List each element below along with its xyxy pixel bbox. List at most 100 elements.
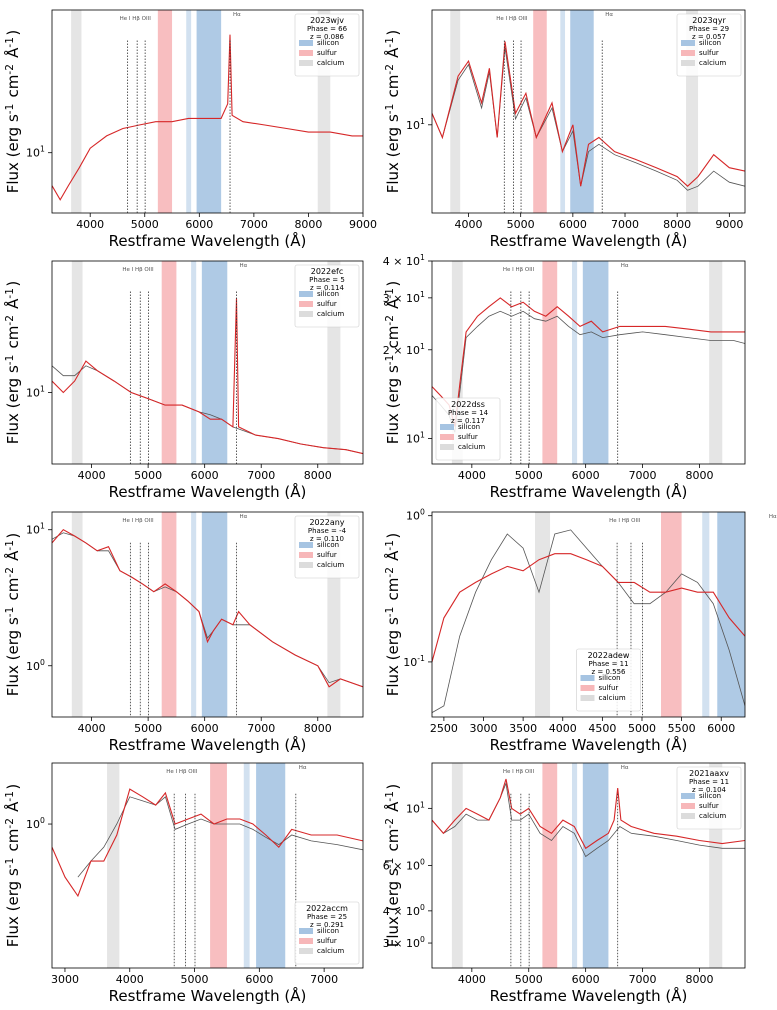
legend-swatch-sulfur (681, 50, 695, 56)
legend-phase: Phase = 29 (689, 25, 729, 33)
calcium-band (535, 512, 551, 717)
line-label-ha: Hα (240, 263, 248, 269)
line-labels-2023wjv: He I Hβ OIII (120, 16, 152, 22)
x-axis-label: Restframe Wavelength (Å) (109, 231, 307, 250)
legend-swatch-silicon (580, 675, 595, 681)
x-axis-label: Restframe Wavelength (Å) (490, 482, 688, 501)
axes-frame (51, 9, 364, 214)
legend-redshift: z = 0.086 (310, 33, 345, 41)
axes-frame (51, 762, 364, 969)
x-tick-label: 3000 (51, 973, 79, 986)
x-tick-label: 5000 (181, 973, 209, 986)
legend-object-name: 2022dss (451, 400, 485, 409)
y-tick-label: 101 (26, 384, 46, 399)
legend-redshift: z = 0.110 (310, 535, 344, 543)
y-tick-label: 101 (406, 800, 426, 815)
legend-phase: Phase = 5 (309, 276, 345, 284)
sulfur-band (542, 261, 558, 464)
y-axis-label: Flux (erg s-1 cm-2 Å-1 ) (383, 784, 402, 948)
legend-phase: Phase = 66 (307, 25, 348, 33)
legend-entry-calcium: calcium (317, 59, 344, 67)
sulfur-band (533, 10, 547, 213)
object-spectrum-2023wjv (52, 34, 363, 201)
legend-entry-sulfur: sulfur (599, 684, 619, 692)
panel-2023wjv: He I Hβ OIII Hα 4000 5000 6000 7000 8000 9000 10… (3, 9, 377, 250)
sulfur-band (210, 763, 227, 968)
panel-2022accm: He I Hβ OIII Hα 3000 4000 5000 6000 7000 100 Re… (3, 762, 364, 1005)
y-tick-label: 101 (26, 145, 46, 160)
x-tick-label: 7000 (240, 218, 268, 231)
legend-phase: Phase = 11 (689, 778, 729, 786)
legend-swatch-calcium (440, 444, 454, 450)
legend-swatch-sulfur (299, 50, 313, 56)
legend-phase: Phase = 14 (448, 409, 489, 417)
sulfur-band (661, 512, 682, 717)
silicon-band (256, 763, 286, 968)
silicon-band (571, 261, 578, 464)
legend-object-name: 2023qyr (692, 16, 726, 25)
x-tick-label: 4000 (78, 469, 106, 482)
line-labels-2022accm: He I Hβ OIII (166, 769, 198, 775)
y-tick-label: 6 × 100 (383, 858, 426, 873)
legend-entry-calcium: calcium (699, 59, 726, 67)
legend-swatch-silicon (299, 542, 313, 548)
line-labels-2022dss: He I Hβ OIII (503, 267, 535, 273)
x-tick-label: 7000 (611, 218, 639, 231)
legend-swatch-sulfur (580, 685, 595, 691)
legend-object-name: 2022efc (311, 267, 344, 276)
x-tick-label: 4000 (549, 722, 577, 735)
legend-entry-silicon: silicon (317, 541, 339, 549)
y-tick-label: 4 × 101 (383, 253, 426, 268)
x-tick-label: 4500 (588, 722, 616, 735)
legend-entry-silicon: silicon (458, 423, 480, 431)
legend-entry-calcium: calcium (317, 947, 344, 955)
legend-entry-sulfur: sulfur (317, 937, 337, 945)
silicon-band (243, 763, 250, 968)
object-spectrum-2023qyr (432, 41, 745, 187)
x-tick-label: 5000 (515, 973, 543, 986)
y-axis-label: Flux (erg s-1 cm-2 Å-1 ) (383, 281, 402, 445)
legend-swatch-silicon (299, 928, 313, 934)
legend-entry-sulfur: sulfur (317, 551, 337, 559)
silicon-band (571, 763, 578, 968)
x-tick-label: 8000 (294, 218, 322, 231)
x-tick-label: 8000 (304, 469, 332, 482)
x-tick-label: 4000 (455, 218, 483, 231)
y-axis-label: Flux (erg s-1 cm-2 Å-1 ) (383, 30, 402, 194)
x-tick-label: 8000 (663, 218, 691, 231)
calcium-band (71, 10, 82, 213)
y-axis-label: Flux (erg s-1 cm-2 Å-1 ) (3, 30, 22, 194)
x-tick-label: 4000 (116, 973, 144, 986)
legend-swatch-silicon (681, 40, 695, 46)
panel-2023qyr: He I Hβ OIII Hα 4000 5000 6000 7000 8000 9000 10… (383, 9, 746, 250)
legend-swatch-calcium (299, 562, 313, 568)
x-tick-label: 4000 (78, 722, 106, 735)
legend-swatch-calcium (681, 60, 695, 66)
x-tick-label: 4000 (76, 218, 104, 231)
x-tick-label: 5000 (134, 469, 162, 482)
axes-frame (431, 260, 746, 465)
line-label-ha: Hα (621, 765, 629, 771)
legend-entry-calcium: calcium (317, 561, 344, 569)
silicon-band (582, 763, 609, 968)
x-tick-label: 9000 (349, 218, 377, 231)
calcium-band (451, 763, 463, 968)
object-spectrum-2022efc (52, 298, 363, 455)
y-tick-label: 3 × 100 (383, 935, 426, 950)
legend-entry-sulfur: sulfur (317, 49, 337, 57)
x-tick-label: 3000 (470, 722, 498, 735)
x-tick-label: 8000 (685, 469, 713, 482)
x-tick-label: 7000 (629, 973, 657, 986)
legend-object-name: 2021aaxv (689, 769, 729, 778)
legend-phase: Phase = -4 (308, 527, 347, 535)
legend-redshift: z = 0.114 (310, 284, 345, 292)
x-tick-label: 3500 (509, 722, 537, 735)
x-tick-label: 4000 (458, 469, 486, 482)
legend-swatch-calcium (299, 311, 313, 317)
calcium-band (450, 10, 461, 213)
